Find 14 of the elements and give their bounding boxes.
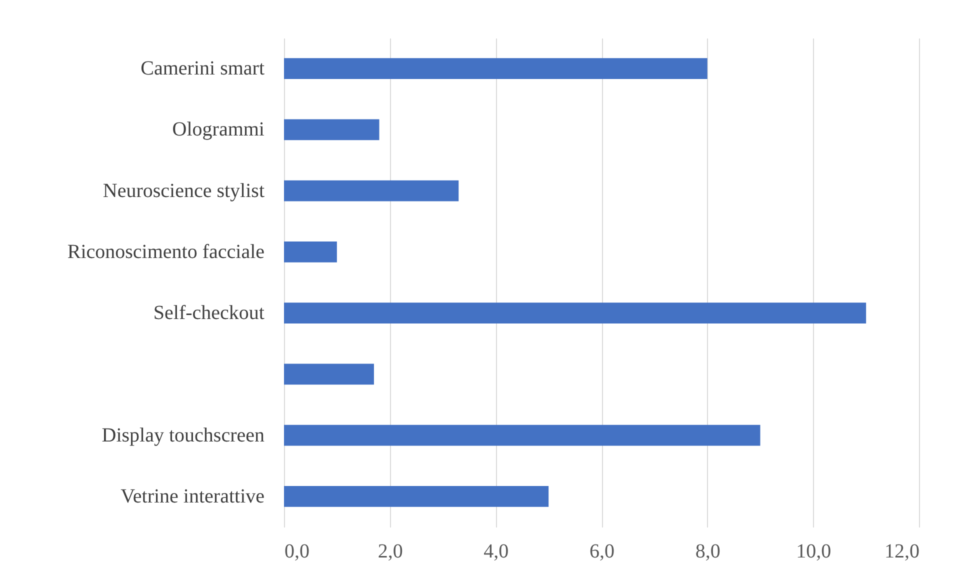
y-tick-label: Camerini smart	[140, 58, 265, 80]
y-tick-label: Ologrammi	[172, 118, 265, 141]
x-tick-label: 10,0	[796, 540, 832, 562]
x-tick-label: 4,0	[484, 540, 509, 562]
x-tick-label: 2,0	[378, 540, 403, 562]
x-tick-label: 6,0	[590, 540, 614, 562]
y-tick-label: Display touchscreen	[102, 424, 264, 446]
y-tick-label: Riconoscimento facciale	[67, 240, 265, 263]
x-tick-label: 0,0	[284, 540, 310, 562]
y-tick-label: Self-checkout	[153, 302, 265, 324]
y-tick-label: Neuroscience stylist	[102, 180, 265, 202]
y-tick-label: Vetrine interattive	[120, 485, 265, 508]
x-tick-label: 12,0	[884, 540, 920, 562]
x-tick-label: 8,0	[695, 540, 720, 562]
